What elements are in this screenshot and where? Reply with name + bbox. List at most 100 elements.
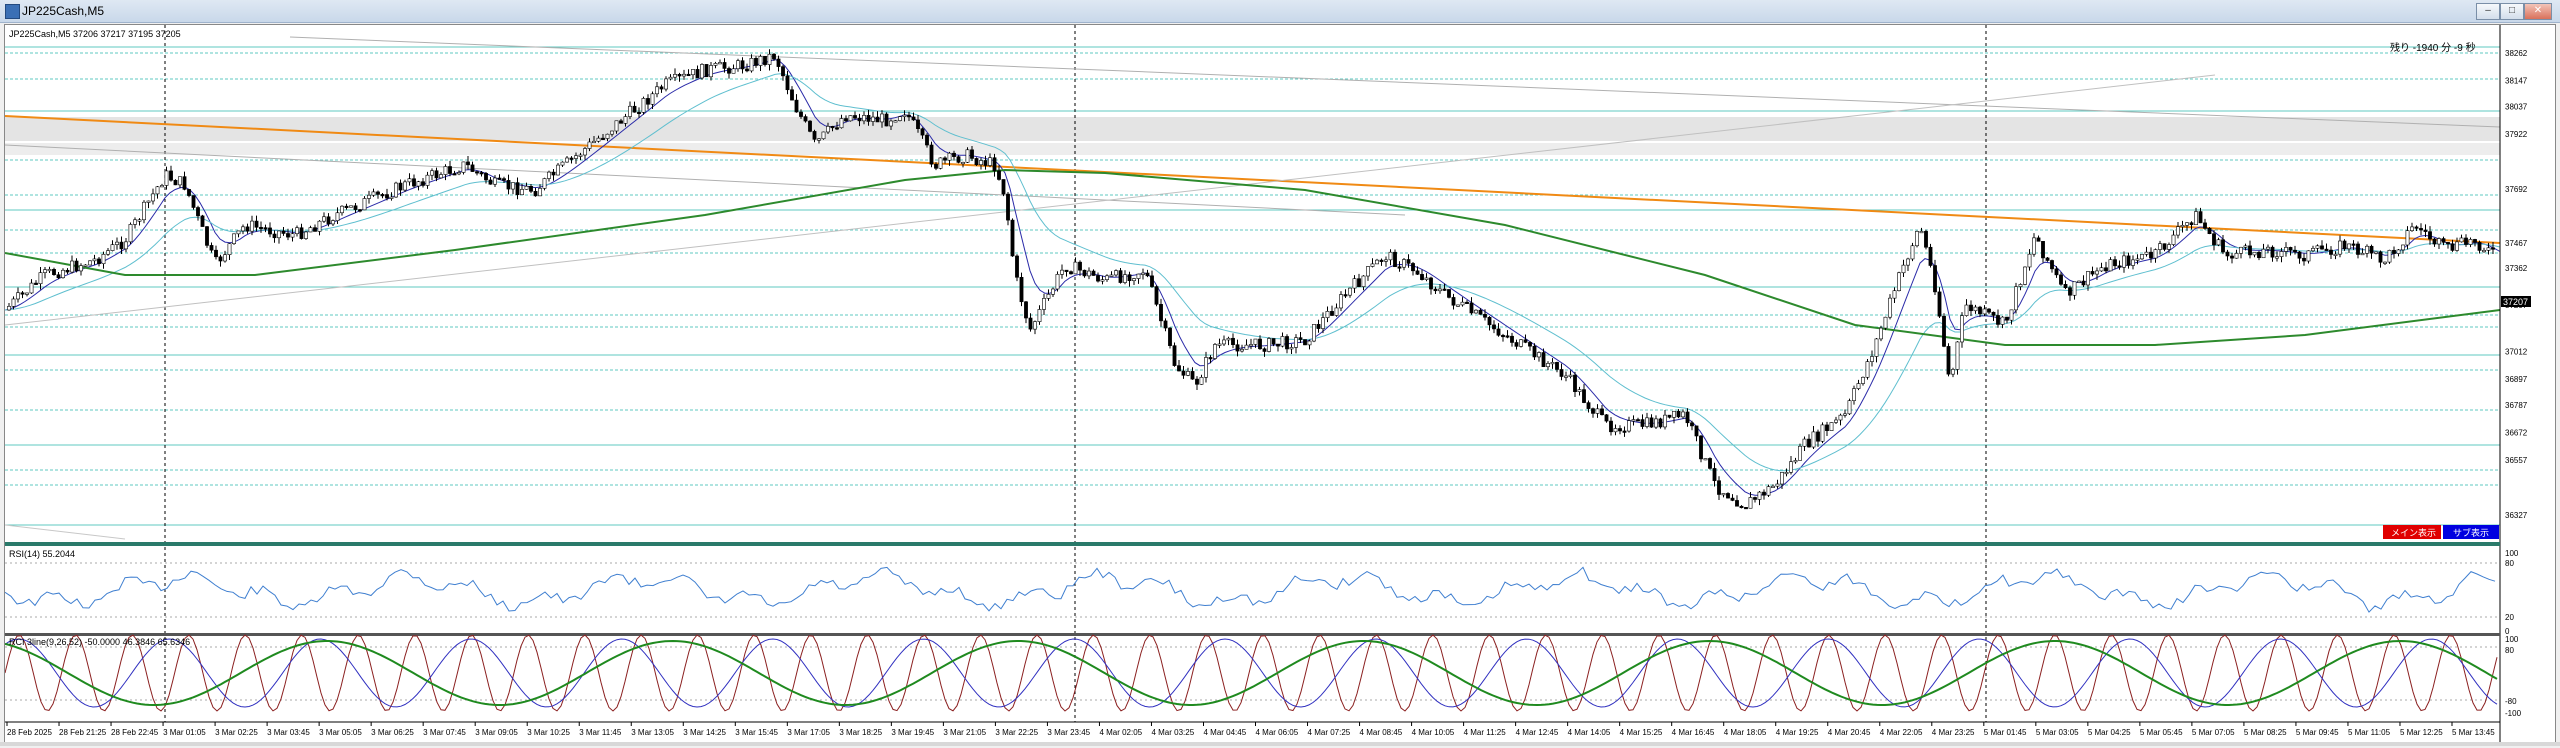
time-tick-label: 3 Mar 17:05	[787, 728, 830, 737]
price-tick-label: 38147	[2505, 76, 2528, 85]
time-tick-label: 4 Mar 23:25	[1932, 728, 1975, 737]
time-tick-label: 3 Mar 05:05	[319, 728, 362, 737]
price-tick-label: 36672	[2505, 429, 2528, 438]
time-tick-label: 4 Mar 18:05	[1724, 728, 1767, 737]
current-price-marker	[2501, 296, 2531, 307]
time-tick-label: 3 Mar 18:25	[839, 728, 882, 737]
time-axis: 28 Feb 2025 28 Feb 21:25 28 Feb 22:45 3 Mar…	[6, 722, 2495, 737]
time-tick-label: 4 Mar 02:05	[1099, 728, 1142, 737]
time-tick-label: 5 Mar 04:25	[2088, 728, 2131, 737]
maximize-button[interactable]: □	[2500, 3, 2524, 20]
time-tick-label: 4 Mar 10:05	[1412, 728, 1455, 737]
time-tick-label: 3 Mar 15:45	[735, 728, 778, 737]
time-tick-label: 5 Mar 08:25	[2244, 728, 2287, 737]
chart-area[interactable]: 38262 38147 38037 37922 37692 37467 37362 37207…	[4, 24, 2556, 744]
time-tick-label: 3 Mar 10:25	[527, 728, 570, 737]
time-tick-label: 3 Mar 14:25	[683, 728, 726, 737]
vertical-period-lines	[164, 25, 1987, 722]
rsi-header: RSI(14) 55.2044	[9, 549, 75, 559]
price-tick-label: 37922	[2505, 130, 2528, 139]
time-tick-label: 4 Mar 15:25	[1620, 728, 1663, 737]
rsi-panel	[4, 562, 2500, 618]
time-tick-label: 4 Mar 07:25	[1308, 728, 1351, 737]
price-tick-label: 37012	[2505, 347, 2528, 356]
minimize-button[interactable]: –	[2476, 3, 2500, 20]
time-tick-label: 5 Mar 09:45	[2296, 728, 2339, 737]
bar-countdown: 残り -1940 分 -9 秒	[2390, 41, 2476, 54]
main-display-label: メイン表示	[2391, 527, 2436, 538]
time-tick-label: 4 Mar 12:45	[1516, 728, 1559, 737]
rsi-level-80: 80	[2505, 559, 2514, 568]
time-tick-label: 4 Mar 06:05	[1256, 728, 1299, 737]
price-tick-label: 36787	[2505, 401, 2528, 410]
close-button[interactable]: ✕	[2524, 3, 2552, 20]
sub-display-button[interactable]	[2443, 525, 2499, 539]
price-tick-label: 38262	[2505, 49, 2528, 58]
price-tick-label: 36557	[2505, 456, 2528, 465]
time-tick-label: 3 Mar 23:45	[1047, 728, 1090, 737]
time-tick-label: 4 Mar 22:05	[1880, 728, 1923, 737]
candlesticks	[7, 49, 2495, 510]
main-panel-bg	[5, 25, 2555, 545]
sub-display-label: サブ表示	[2453, 527, 2489, 538]
time-tick-label: 3 Mar 21:05	[943, 728, 986, 737]
rci-header: RCI 3line(9,26,52) -50.0000 46.3846 65.6…	[9, 637, 190, 647]
time-tick-label: 3 Mar 01:05	[163, 728, 206, 737]
price-tick-label: 38037	[2505, 103, 2528, 112]
time-tick-label: 4 Mar 04:45	[1203, 728, 1246, 737]
time-tick-label: 5 Mar 07:05	[2192, 728, 2235, 737]
time-tick-label: 4 Mar 16:45	[1672, 728, 1715, 737]
time-tick-label: 4 Mar 14:05	[1568, 728, 1611, 737]
time-tick-label: 3 Mar 02:25	[215, 728, 258, 737]
rci-level-80: 80	[2505, 646, 2514, 655]
trend-lines	[4, 36, 2501, 540]
window-titlebar: JP225Cash,M5 – □ ✕	[0, 0, 2560, 23]
price-tick-label: 36897	[2505, 375, 2528, 384]
time-tick-label: 5 Mar 12:25	[2400, 728, 2443, 737]
price-axis-bg	[2500, 25, 2555, 545]
time-tick-label: 4 Mar 19:25	[1776, 728, 1819, 737]
resistance-zone-lower	[5, 143, 2500, 155]
time-tick-label: 3 Mar 03:45	[267, 728, 310, 737]
time-tick-label: 3 Mar 19:45	[891, 728, 934, 737]
price-tick-label: 37362	[2505, 264, 2528, 273]
rci-level-100: 100	[2505, 635, 2519, 644]
price-tick-label: 37692	[2505, 185, 2528, 194]
time-tick-label: 5 Mar 01:45	[1984, 728, 2027, 737]
main-chart-header: JP225Cash,M5 37206 37217 37195 37205	[9, 29, 181, 39]
time-tick-label: 5 Mar 11:05	[2348, 728, 2391, 737]
time-tick-label: 3 Mar 13:05	[631, 728, 674, 737]
time-tick-label: 3 Mar 09:05	[475, 728, 518, 737]
time-tick-label: 3 Mar 22:25	[995, 728, 1038, 737]
time-tick-label: 3 Mar 06:25	[371, 728, 414, 737]
chart-window-icon	[5, 4, 20, 19]
time-tick-label: 28 Feb 21:25	[59, 728, 107, 737]
rsi-level-0: 0	[2505, 627, 2510, 636]
horizontal-scrollbar[interactable]	[0, 742, 2560, 746]
time-tick-label: 28 Feb 2025	[7, 728, 52, 737]
panel-separator-2	[5, 633, 2500, 636]
rci-panel	[4, 634, 2500, 712]
price-tick-label: 37467	[2505, 239, 2528, 248]
time-tick-label: 4 Mar 11:25	[1464, 728, 1507, 737]
time-tick-label: 3 Mar 11:45	[579, 728, 622, 737]
time-tick-label: 28 Feb 22:45	[111, 728, 159, 737]
main-display-button[interactable]	[2383, 525, 2441, 539]
rci-level-minus-100: -100	[2505, 709, 2522, 718]
rsi-level-100: 100	[2505, 549, 2519, 558]
time-tick-label: 3 Mar 07:45	[423, 728, 466, 737]
price-tick-label: 36327	[2505, 511, 2528, 520]
current-price-label: 37207	[2503, 297, 2528, 307]
window-title: JP225Cash,M5	[22, 4, 105, 18]
time-tick-label: 5 Mar 05:45	[2140, 728, 2183, 737]
rsi-level-20: 20	[2505, 613, 2514, 622]
time-tick-label: 5 Mar 03:05	[2036, 728, 2079, 737]
price-chart-svg[interactable]: 38262 38147 38037 37922 37692 37467 37362 37207…	[4, 25, 2555, 743]
time-tick-label: 5 Mar 13:45	[2452, 728, 2495, 737]
panel-separator-1	[5, 542, 2500, 546]
time-tick-label: 4 Mar 08:45	[1360, 728, 1403, 737]
rci-level-minus-80: -80	[2505, 697, 2517, 706]
time-tick-label: 4 Mar 03:25	[1151, 728, 1194, 737]
resistance-zone	[5, 117, 2500, 141]
time-tick-label: 4 Mar 20:45	[1828, 728, 1871, 737]
